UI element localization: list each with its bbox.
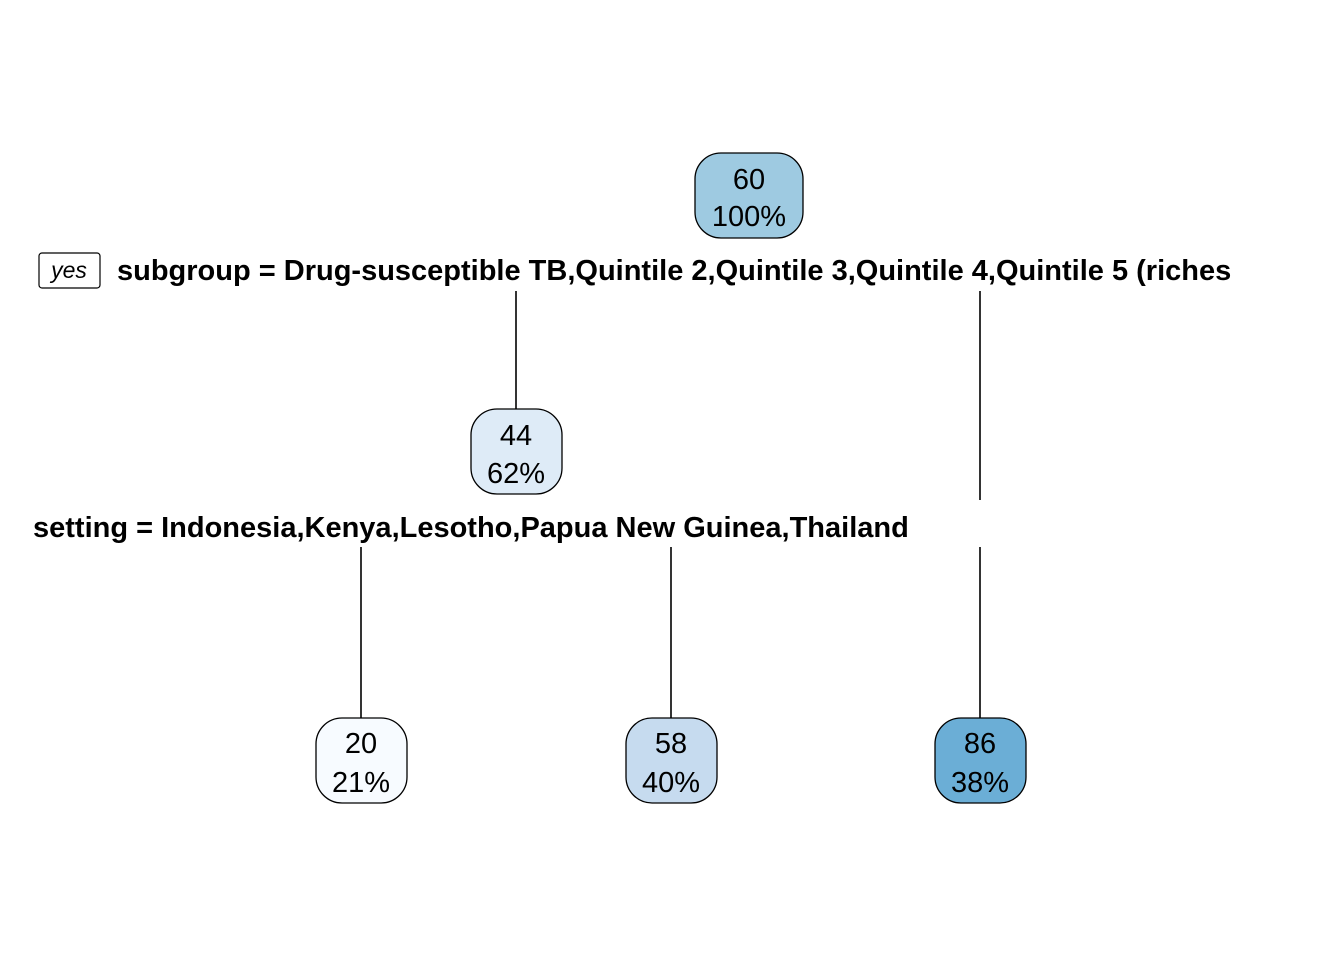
node-value-20: 20 xyxy=(345,728,377,760)
node-percent-58: 40% xyxy=(642,767,700,799)
tree-leaf-20: 20 21% xyxy=(315,717,408,804)
node-box-20 xyxy=(315,717,408,804)
node-value-44: 44 xyxy=(500,420,532,452)
node-percent-86: 38% xyxy=(951,767,1009,799)
tree-node-44: 44 62% xyxy=(470,408,563,495)
yes-tag-box xyxy=(38,252,101,289)
node-percent-20: 21% xyxy=(332,767,390,799)
node-box-root xyxy=(694,152,804,239)
node-percent-44: 62% xyxy=(487,458,545,490)
tree-leaf-86: 86 38% xyxy=(934,717,1027,804)
node-value-58: 58 xyxy=(655,728,687,760)
split-label-setting: setting = Indonesia,Kenya,Lesotho,Papua … xyxy=(33,512,909,544)
tree-leaf-58: 58 40% xyxy=(625,717,718,804)
yes-tag-label: yes xyxy=(49,257,87,283)
node-box-86 xyxy=(934,717,1027,804)
node-value-86: 86 xyxy=(964,728,996,760)
node-box-44 xyxy=(470,408,563,495)
tree-node-root: 60 100% xyxy=(694,152,804,239)
tree-edges xyxy=(360,291,981,718)
yes-tag: yes xyxy=(38,252,101,289)
node-box-58 xyxy=(625,717,718,804)
split-label-subgroup: subgroup = Drug-susceptible TB,Quintile … xyxy=(117,255,1231,287)
node-percent-root: 100% xyxy=(712,201,786,233)
node-value-root: 60 xyxy=(733,164,765,196)
